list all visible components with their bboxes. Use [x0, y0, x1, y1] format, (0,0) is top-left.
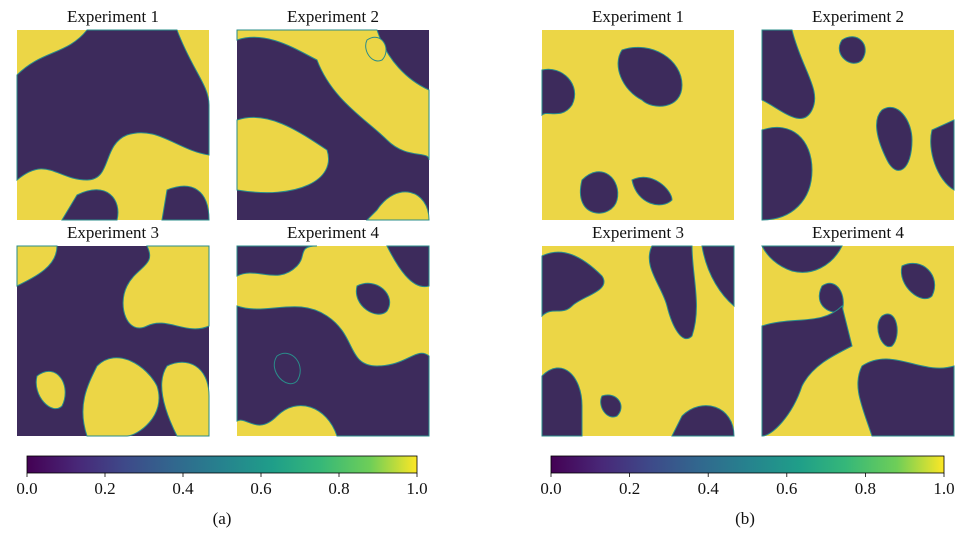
colorbar-tick-label: 0.8 [328, 479, 349, 498]
colorbar [27, 456, 417, 473]
image-region [580, 172, 617, 213]
colorbar [551, 456, 944, 473]
field-image [17, 246, 209, 436]
panel-title: Experiment 4 [287, 223, 380, 242]
field-image [237, 246, 429, 436]
panel-title: Experiment 1 [592, 7, 684, 26]
colorbar-tick-label: 0.6 [250, 479, 271, 498]
panel-title: Experiment 3 [67, 223, 159, 242]
colorbar-tick-label: 0.4 [172, 479, 194, 498]
field-image [762, 246, 954, 436]
panel-title: Experiment 4 [812, 223, 905, 242]
figure: Experiment 1 Experiment 2 Experiment 3 Expe… [0, 0, 957, 531]
caption: (a) [213, 509, 232, 528]
panel-title: Experiment 1 [67, 7, 159, 26]
field-image [542, 246, 734, 436]
field-image [237, 30, 429, 220]
panel-title: Experiment 2 [287, 7, 379, 26]
colorbar-tick-label: 0.6 [776, 479, 797, 498]
colorbar-tick-label: 0.2 [94, 479, 115, 498]
image-region [858, 359, 954, 436]
colorbar-tick-label: 0.2 [619, 479, 640, 498]
caption: (b) [735, 509, 755, 528]
colorbar-tick-label: 0.4 [698, 479, 720, 498]
colorbar-tick-label: 0.8 [855, 479, 876, 498]
colorbar-tick-label: 0.0 [16, 479, 37, 498]
colorbar-tick-label: 1.0 [933, 479, 954, 498]
colorbar-tick-label: 0.0 [540, 479, 561, 498]
field-image [17, 30, 209, 220]
field-image [542, 30, 734, 220]
panel-title: Experiment 2 [812, 7, 904, 26]
field-image [762, 30, 954, 220]
colorbar-tick-label: 1.0 [406, 479, 427, 498]
panel-title: Experiment 3 [592, 223, 684, 242]
